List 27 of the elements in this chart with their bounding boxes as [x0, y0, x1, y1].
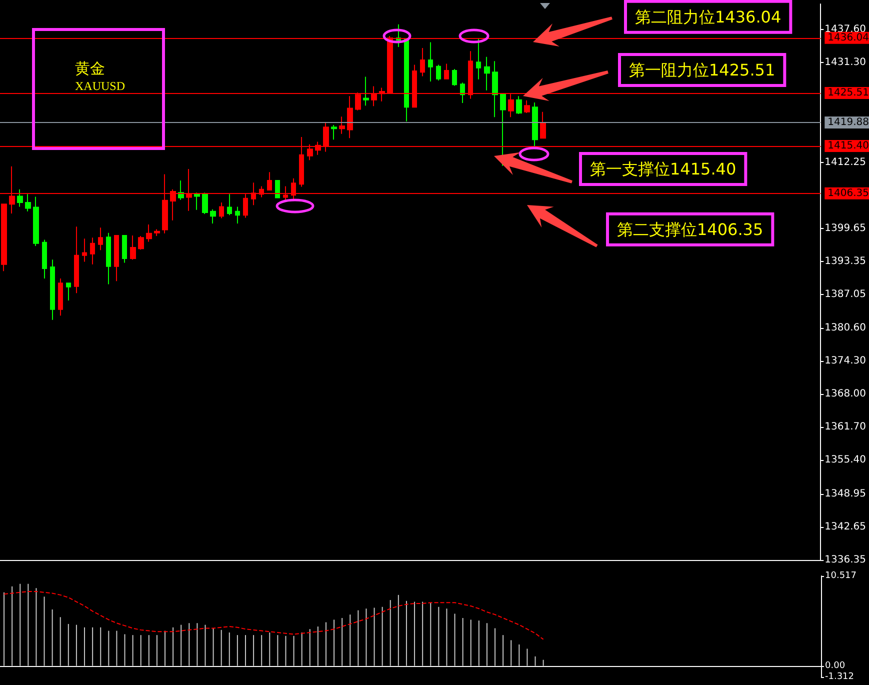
- y-tick-label: 0.00: [825, 660, 846, 671]
- y-tick-label: 1361.70: [824, 422, 866, 433]
- y-tick-label: 1393.35: [824, 256, 866, 267]
- annotation: 第二支撑位1406.35: [617, 220, 764, 239]
- y-tick-label: -1.312: [825, 672, 854, 682]
- ref-line-label: 1419.88: [828, 116, 869, 128]
- y-tick-label: 1368.00: [824, 388, 866, 400]
- y-tick-label: 1412.25: [824, 156, 866, 168]
- annotation: 第二阻力位1436.04: [635, 7, 782, 26]
- ref-line-label: 1436.04: [828, 32, 869, 44]
- y-tick-label: 1387.05: [824, 288, 866, 300]
- y-tick-label: 1431.30: [824, 57, 866, 68]
- y-tick-label: 1342.65: [824, 522, 866, 532]
- text: XAUUSD: [75, 79, 126, 93]
- y-tick-label: 1380.60: [824, 322, 866, 334]
- ref-line-label: 1406.35: [828, 188, 869, 199]
- annotation: 第一阻力位1425.51: [629, 60, 776, 80]
- ref-line-label: 1415.40: [828, 140, 869, 152]
- annotation: 第一支撑位1415.40: [590, 159, 736, 178]
- ref-line-label: 1425.51: [828, 87, 869, 98]
- y-tick-label: 1399.65: [824, 222, 866, 234]
- y-tick-label: 1374.30: [824, 356, 866, 367]
- y-tick-label: 1336.35: [824, 554, 866, 566]
- y-tick-label: 1348.95: [824, 488, 866, 500]
- y-tick-label: 1355.40: [824, 454, 866, 466]
- text: 黄金: [75, 60, 105, 78]
- y-tick-label: 10.517: [825, 571, 856, 581]
